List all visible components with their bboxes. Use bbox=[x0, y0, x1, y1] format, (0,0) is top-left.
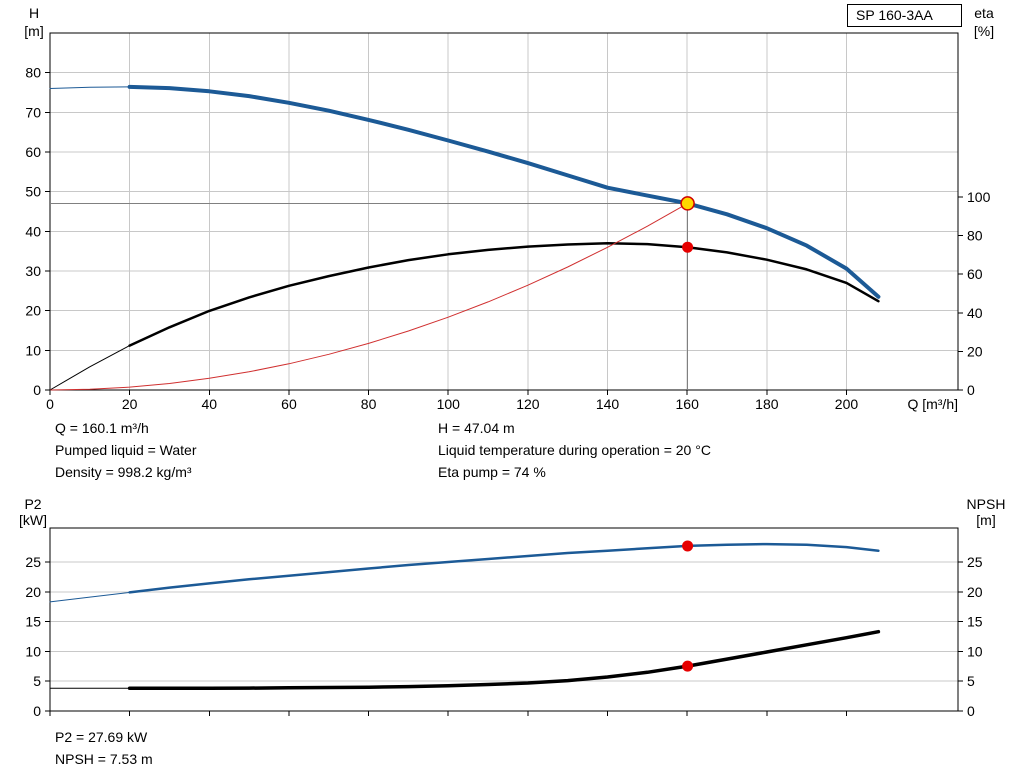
pump-head-curve bbox=[127, 84, 881, 299]
y-right-tick-label: 10 bbox=[967, 643, 983, 659]
x-axis-label: Q [m³/h] bbox=[907, 396, 958, 412]
duty-point-info-left: Q = 160.1 m³/h Pumped liquid = Water Den… bbox=[55, 417, 197, 483]
y-left-tick-label: 80 bbox=[25, 65, 41, 81]
x-tick-label: 180 bbox=[755, 396, 779, 412]
y-left-tick-label: 5 bbox=[33, 673, 41, 689]
y-left-axis-unit: [kW] bbox=[19, 512, 47, 528]
y-left-tick-label: 30 bbox=[25, 263, 41, 279]
npsh-curve bbox=[127, 629, 881, 691]
x-tick-label: 140 bbox=[596, 396, 620, 412]
y-left-tick-label: 20 bbox=[25, 584, 41, 600]
npsh-text: NPSH = 7.53 m bbox=[55, 751, 153, 767]
y-right-axis-unit: [%] bbox=[974, 23, 994, 39]
x-tick-label: 60 bbox=[281, 396, 297, 412]
y-right-tick-label: 40 bbox=[967, 305, 983, 321]
y-right-tick-label: 20 bbox=[967, 343, 983, 359]
plot-frame bbox=[49, 32, 959, 391]
efficiency-curve bbox=[49, 345, 131, 391]
x-tick-label: 40 bbox=[202, 396, 218, 412]
eta-pump-text: Eta pump = 74 % bbox=[438, 464, 546, 480]
p2-text: P2 = 27.69 kW bbox=[55, 729, 148, 745]
p2-npsh-chart: 0 5 10 15 20 25 0 5 10 15 20 25 P2[kW] NPSH[m] bbox=[19, 496, 1006, 719]
p2-curve bbox=[128, 542, 880, 594]
p2-curve bbox=[49, 591, 131, 603]
x-tick-label: 160 bbox=[676, 396, 700, 412]
y-left-tick-label: 10 bbox=[25, 643, 41, 659]
x-tick-label: 20 bbox=[122, 396, 138, 412]
system-curve bbox=[49, 202, 689, 391]
eta-point-marker bbox=[682, 241, 694, 253]
y-left-tick-label: 20 bbox=[25, 303, 41, 319]
duty-point-marker bbox=[680, 196, 695, 211]
y-right-tick-label: 20 bbox=[967, 584, 983, 600]
y-left-tick-label: 40 bbox=[25, 223, 41, 239]
y-left-axis-label: P2 bbox=[24, 496, 41, 512]
y-left-axis-unit: [m] bbox=[24, 23, 43, 39]
density-text: Density = 998.2 kg/m³ bbox=[55, 464, 192, 480]
npsh-point-marker bbox=[682, 660, 694, 672]
p2-npsh-info: P2 = 27.69 kW NPSH = 7.53 m bbox=[55, 726, 153, 770]
y-right-tick-label: 60 bbox=[967, 266, 983, 282]
y-left-tick-label: 10 bbox=[25, 342, 41, 358]
pumped-liquid-text: Pumped liquid = Water bbox=[55, 442, 197, 458]
liquid-temperature-text: Liquid temperature during operation = 20… bbox=[438, 442, 711, 458]
y-right-tick-label: 100 bbox=[967, 189, 991, 205]
y-right-tick-label: 0 bbox=[967, 382, 975, 398]
head-text: H = 47.04 m bbox=[438, 420, 515, 436]
flow-text: Q = 160.1 m³/h bbox=[55, 420, 149, 436]
y-left-tick-label: 0 bbox=[33, 703, 41, 719]
y-right-axis-label: NPSH bbox=[967, 496, 1006, 512]
y-right-tick-label: 5 bbox=[967, 673, 975, 689]
x-tick-label: 80 bbox=[361, 396, 377, 412]
x-tick-label: 120 bbox=[516, 396, 540, 412]
efficiency-curve bbox=[128, 242, 880, 347]
x-tick-label: 200 bbox=[835, 396, 859, 412]
pump-type-label: SP 160-3AA bbox=[847, 4, 962, 27]
y-left-tick-label: 70 bbox=[25, 104, 41, 120]
x-tick-label: 100 bbox=[437, 396, 461, 412]
y-left-tick-label: 0 bbox=[33, 382, 41, 398]
hq-eta-chart: 0 20 40 60 80 100 120 140 160 180 2000102030405060… bbox=[24, 5, 994, 412]
p2-point-marker bbox=[682, 540, 694, 552]
y-left-axis-label: H bbox=[29, 5, 39, 21]
y-right-tick-label: 15 bbox=[967, 614, 983, 630]
y-left-tick-label: 60 bbox=[25, 144, 41, 160]
y-right-tick-label: 25 bbox=[967, 554, 983, 570]
x-tick-label: 0 bbox=[46, 396, 54, 412]
duty-point-info-right: H = 47.04 m Liquid temperature during op… bbox=[438, 417, 711, 483]
pump-head-curve bbox=[49, 86, 131, 89]
y-left-tick-label: 50 bbox=[25, 184, 41, 200]
y-right-axis-unit: [m] bbox=[976, 512, 995, 528]
y-right-tick-label: 0 bbox=[967, 703, 975, 719]
plot-frame bbox=[49, 527, 959, 712]
y-right-axis-label: eta bbox=[974, 5, 994, 21]
y-right-tick-label: 80 bbox=[967, 228, 983, 244]
y-left-tick-label: 25 bbox=[25, 554, 41, 570]
y-left-tick-label: 15 bbox=[25, 614, 41, 630]
